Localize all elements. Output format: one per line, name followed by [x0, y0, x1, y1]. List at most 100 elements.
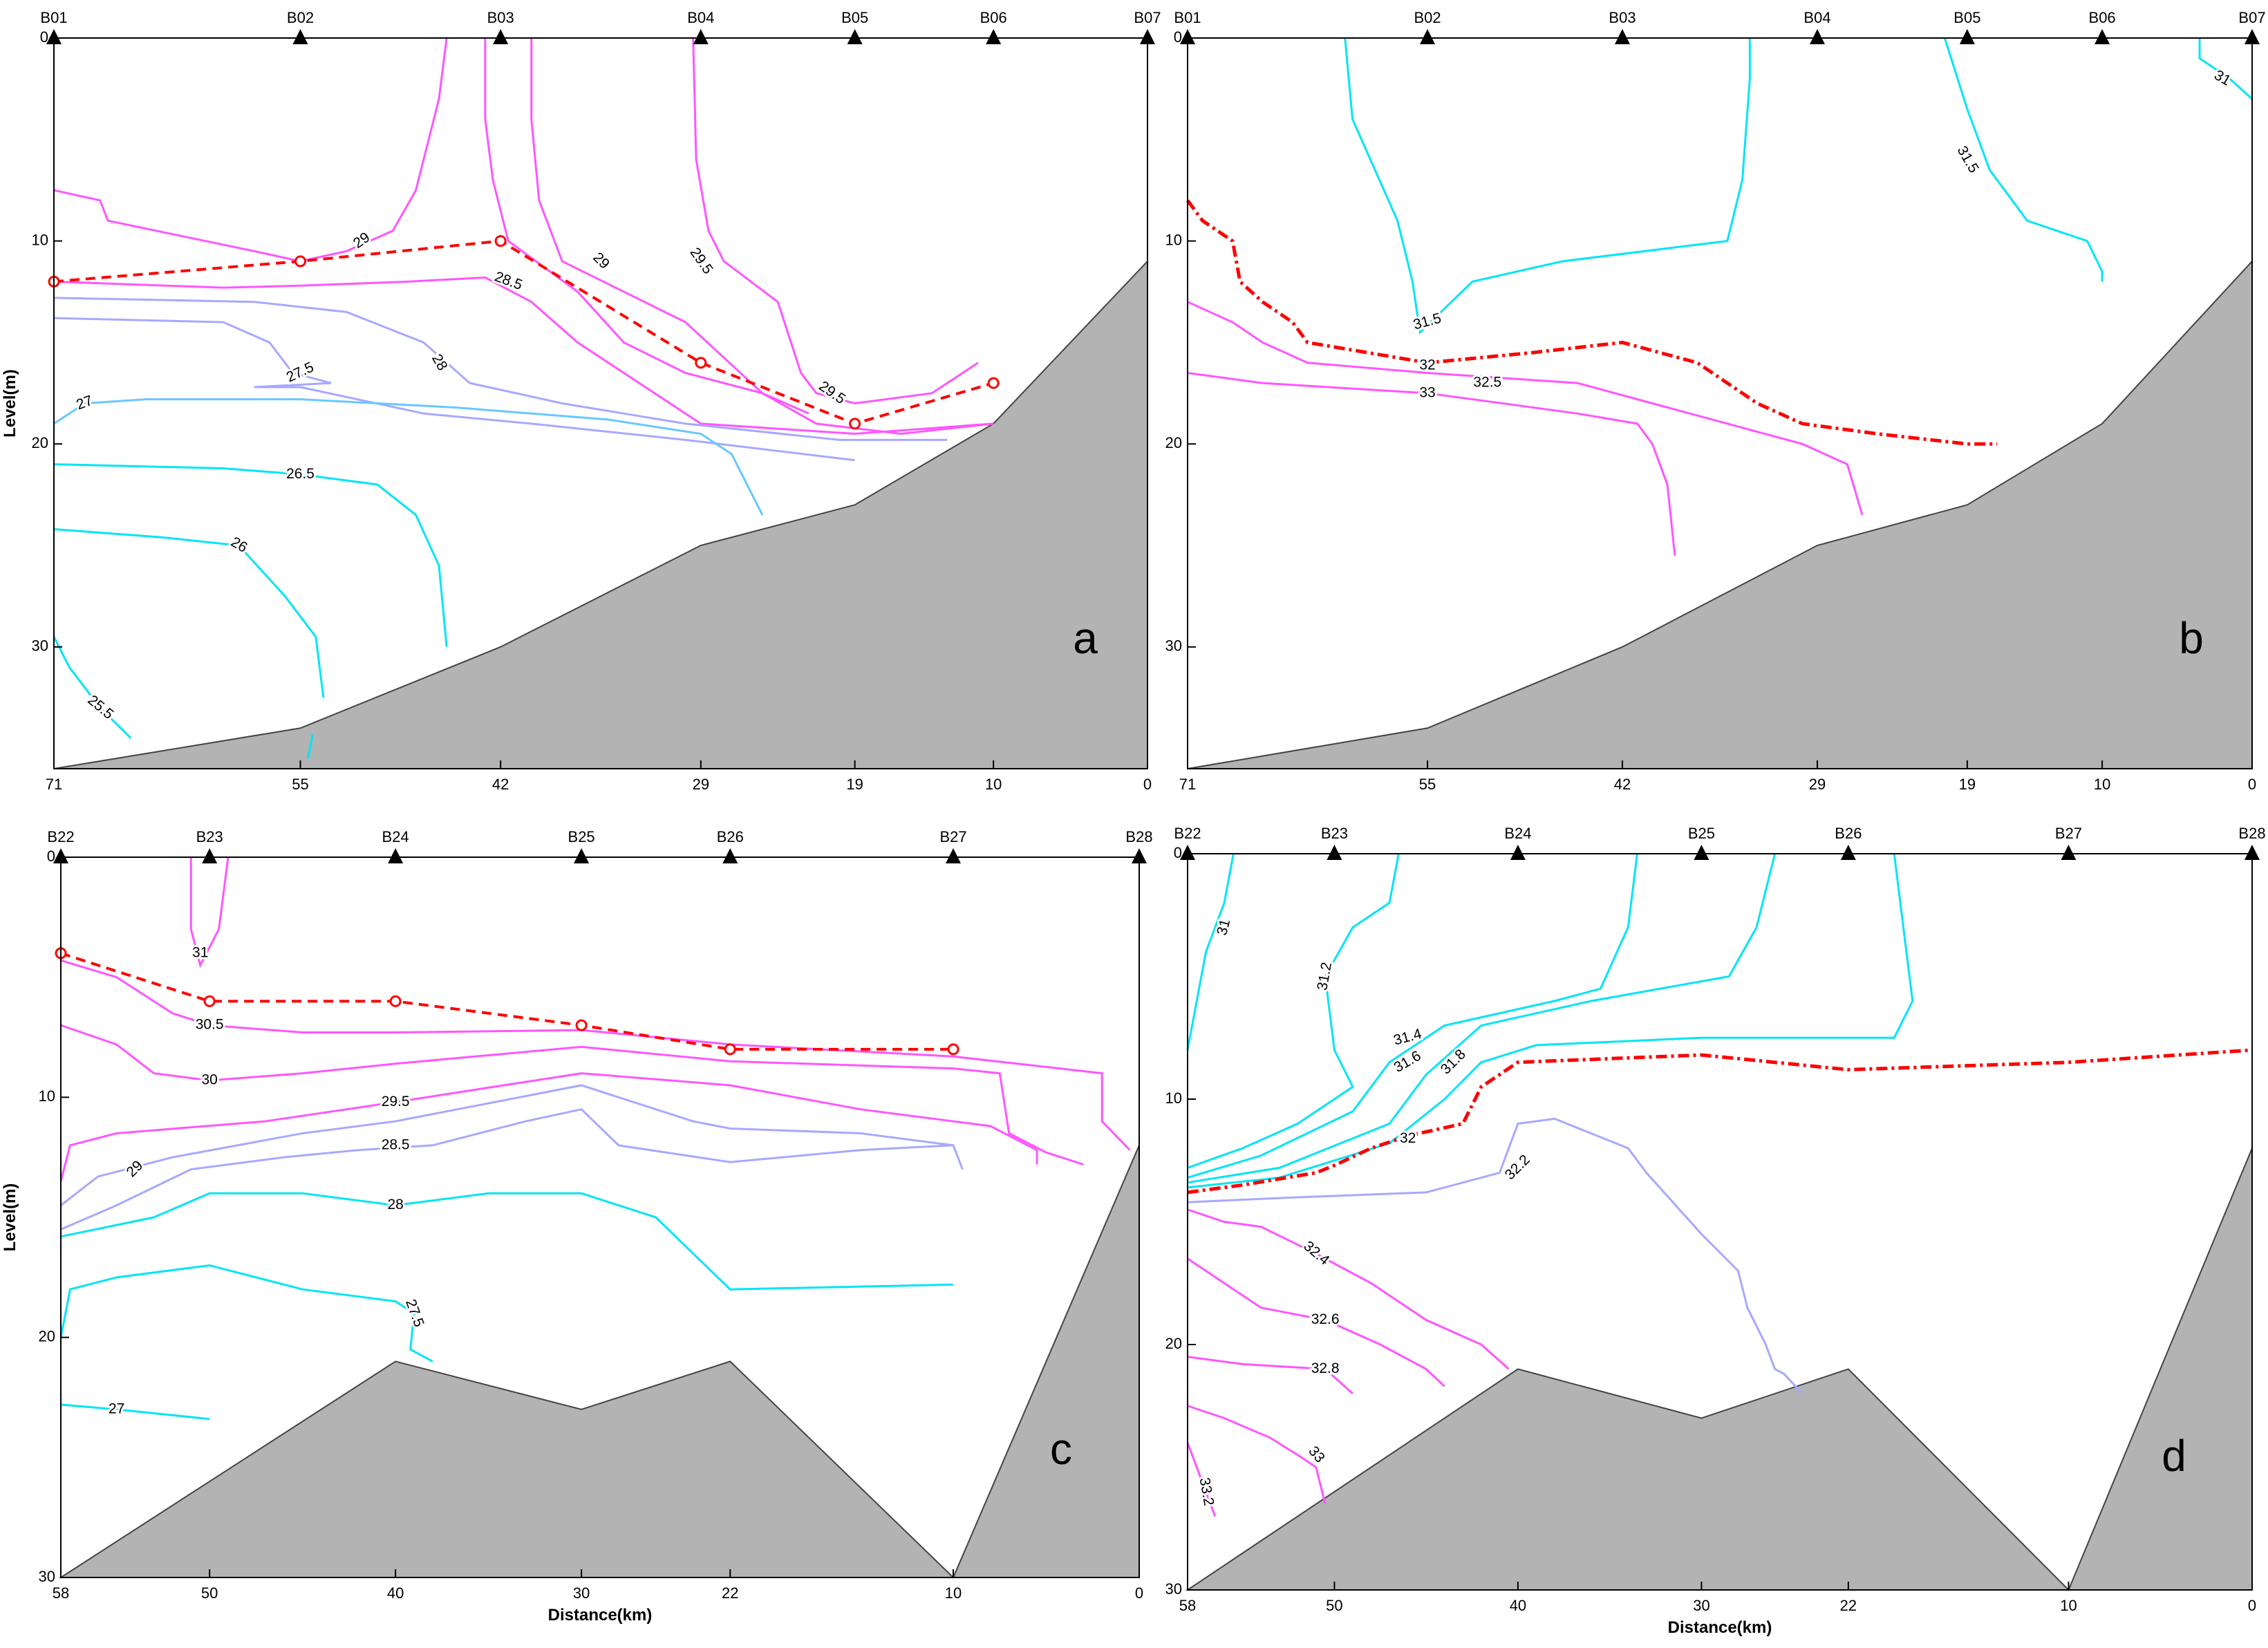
x-tick-label: 30: [573, 1584, 590, 1602]
x-tick-label: 30: [1693, 1597, 1709, 1614]
contour-label: 29.5: [382, 1094, 410, 1109]
contour-line: [1186, 853, 1235, 1051]
station-marker: [53, 848, 68, 863]
thermocline-marker: [494, 235, 507, 247]
x-axis-label: Distance(km): [548, 1606, 653, 1624]
y-tick-label: 20: [1165, 1335, 1182, 1352]
contour-line: [1187, 1208, 1510, 1370]
y-axis-label: Level(m): [1, 1183, 19, 1252]
contour-line: [2198, 38, 2253, 100]
thermocline-marker: [389, 995, 402, 1007]
x-tick-label: 55: [1419, 776, 1436, 793]
x-tick-label: 10: [945, 1584, 962, 1602]
thermocline-marker: [987, 377, 1000, 389]
terrain-bottom: [1187, 259, 2253, 769]
thermocline-line: [60, 952, 954, 1051]
contour-label: 29.5: [816, 378, 848, 407]
thermocline-marker: [695, 357, 707, 369]
contour-line: [1187, 1405, 1327, 1505]
contour-line: [60, 1192, 954, 1291]
contour-line: [1187, 371, 1676, 556]
panel-a: 29.529.5292928.52827.52726.52625.5010203…: [1, 9, 1161, 793]
x-tick-label: 0: [1135, 1584, 1143, 1602]
station-marker: [493, 29, 509, 44]
contour-label: 28: [387, 1197, 403, 1212]
station-label: B27: [2055, 825, 2082, 842]
contour-label: 32.6: [1311, 1311, 1340, 1327]
station-label: B25: [1688, 825, 1715, 842]
contour-line: [1187, 1117, 1803, 1395]
contour-label: 33: [1419, 384, 1435, 400]
station-label: B27: [939, 828, 966, 845]
station-label: B28: [1125, 828, 1152, 845]
contour-line: [1187, 1257, 1445, 1387]
plot-frame: [53, 37, 1148, 769]
x-tick-label: 58: [1179, 1597, 1196, 1614]
thermocline-marker: [575, 1019, 588, 1031]
thermocline-marker: [203, 995, 216, 1007]
station-marker: [1959, 29, 1975, 44]
terrain-bottom: [1185, 1148, 2253, 1591]
station-label: B02: [287, 9, 314, 26]
station-label: B03: [1609, 9, 1636, 26]
x-tick-label: 71: [46, 776, 62, 793]
station-marker: [1420, 29, 1436, 44]
contour-label: 32.5: [1473, 375, 1501, 391]
contour-label: 31.6: [1391, 1048, 1424, 1076]
plot-frame: [1187, 37, 2253, 769]
contour-label: 31.2: [1314, 961, 1335, 991]
contour-line: [59, 1072, 1038, 1182]
station-marker: [946, 848, 962, 863]
contour-label: 27: [109, 1401, 124, 1416]
contour-label: 31: [1214, 917, 1233, 937]
station-marker: [1809, 29, 1825, 44]
y-tick-label: 20: [39, 1327, 55, 1345]
plot-frame: [1187, 853, 2253, 1591]
y-tick-label: 20: [32, 434, 48, 451]
x-tick-label: 71: [1179, 776, 1196, 793]
thermocline-line: [1185, 199, 1998, 446]
contour-line: [60, 1024, 1084, 1166]
x-tick-label: 0: [1143, 776, 1152, 793]
station-marker: [1510, 845, 1526, 860]
station-marker: [1327, 845, 1342, 860]
contour-label: 33.2: [1197, 1477, 1217, 1507]
station-label: B01: [1174, 9, 1201, 26]
y-tick-label: 0: [40, 28, 48, 46]
station-marker: [1140, 29, 1155, 44]
x-tick-label: 50: [1326, 1597, 1342, 1614]
contour-line: [1187, 853, 1777, 1184]
y-tick-label: 0: [1174, 844, 1182, 861]
y-axis-label: Level(m): [1, 369, 19, 438]
contour-line: [1187, 853, 1914, 1189]
station-label: B02: [1414, 9, 1441, 26]
contour-label: 32.4: [1300, 1238, 1332, 1268]
x-tick-label: 10: [2060, 1597, 2077, 1614]
station-marker: [1180, 29, 1195, 44]
station-marker: [847, 29, 863, 44]
thermocline-line: [1187, 1048, 2253, 1195]
plot-frame: [60, 856, 1140, 1578]
x-tick-label: 0: [2248, 776, 2256, 793]
station-label: B22: [1174, 825, 1201, 842]
x-tick-label: 10: [985, 776, 1002, 793]
x-tick-label: 22: [1840, 1597, 1857, 1614]
contour-line: [53, 276, 994, 436]
contour-label: 31.4: [1392, 1026, 1424, 1049]
contour-label: 30: [201, 1072, 217, 1088]
station-marker: [292, 29, 308, 44]
station-marker: [388, 848, 404, 863]
contour-line: [1186, 1442, 1217, 1517]
station-label: B03: [487, 9, 514, 26]
terrain-bottom: [53, 259, 1148, 769]
station-marker: [1694, 845, 1709, 860]
x-tick-label: 58: [53, 1584, 69, 1602]
panel-label: c: [1050, 1424, 1072, 1474]
thermocline-marker: [947, 1043, 959, 1056]
contour-line: [53, 463, 448, 647]
thermocline-line: [53, 239, 994, 425]
contour-label: 28: [429, 351, 451, 373]
halocline-label: 32: [1400, 1130, 1416, 1146]
